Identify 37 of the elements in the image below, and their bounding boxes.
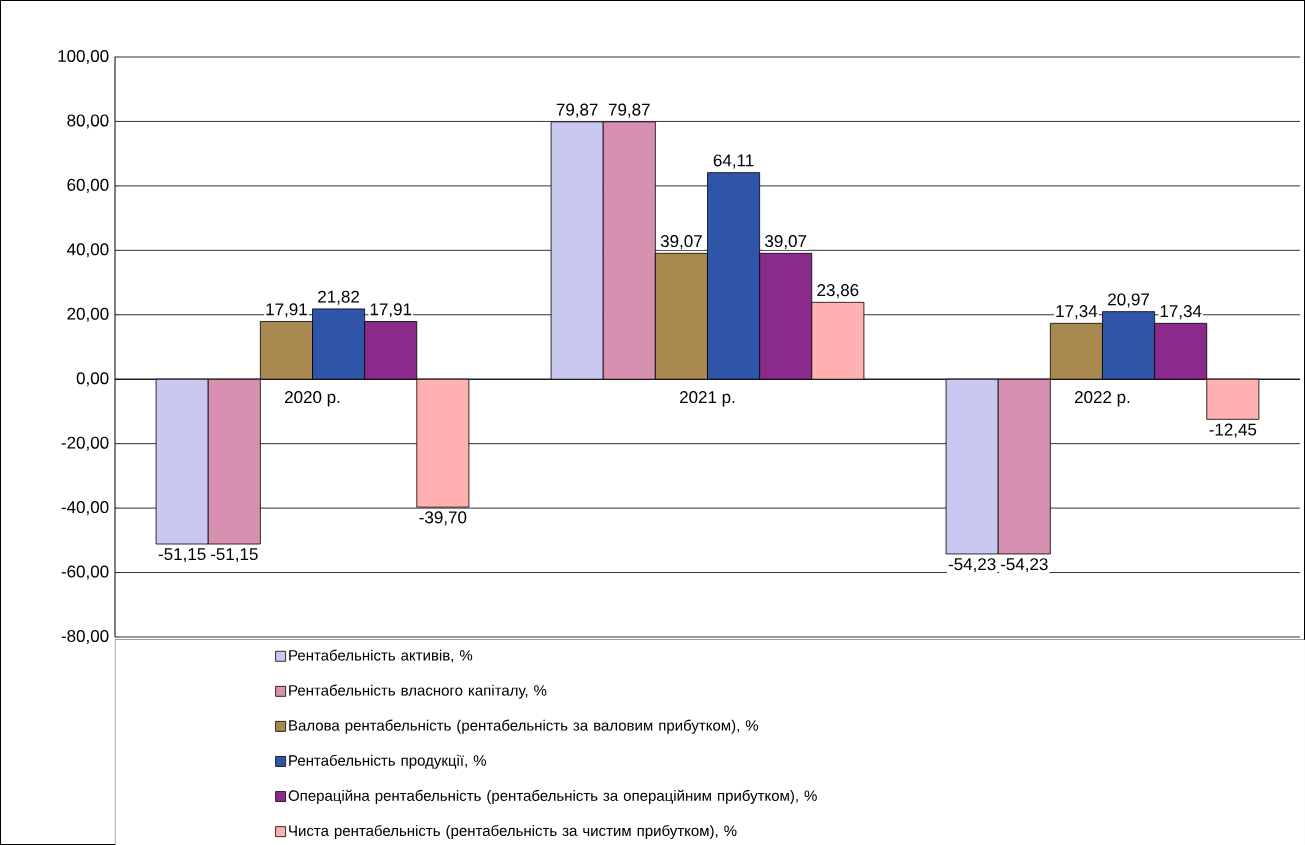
data-label: 17,34	[1056, 305, 1098, 320]
x-tick-label: 2022 р.	[1074, 391, 1130, 407]
y-tick-label: 100,00	[58, 49, 109, 65]
data-label: 39,07	[765, 235, 807, 250]
x-tick-label: 2020 р.	[285, 391, 340, 407]
data-label: -12,45	[1209, 423, 1257, 438]
data-label: 17,91	[266, 303, 307, 318]
data-label: -51,15	[210, 548, 258, 563]
y-tick-label: -40,00	[61, 501, 109, 516]
y-tick-label: -80,00	[61, 629, 109, 645]
legend-label: Рентабельність активів, %	[289, 649, 473, 663]
y-tick-label: 40,00	[67, 243, 109, 258]
y-tick-label: -20,00	[61, 436, 109, 451]
legend-label: Операційна рентабельність (рентабельність за операційним прибутком), %	[288, 789, 817, 804]
data-label: -39,70	[419, 511, 467, 526]
legend-label: Чиста рентабельність (рентабельність за чистим прибутком), %	[289, 824, 737, 839]
data-label: 17,34	[1160, 305, 1202, 320]
legend-label: Рентабельність продукції, %	[289, 754, 486, 769]
y-tick-label: 80,00	[67, 114, 109, 129]
y-tick-label: 0,00	[76, 372, 109, 387]
x-tick-label: 2021 р.	[680, 391, 735, 407]
data-label: 39,07	[660, 235, 702, 250]
data-label: 23,86	[817, 284, 859, 299]
data-label: -54,23	[1000, 558, 1048, 573]
legend-label: Рентабельність власного капіталу, %	[289, 684, 547, 699]
y-tick-label: 20,00	[67, 307, 109, 322]
data-label: 79,87	[556, 103, 598, 118]
legend-label: Валова рентабельність (рентабельність за валовим прибутком), %	[289, 719, 759, 734]
y-tick-label: 60,00	[67, 178, 109, 193]
data-label: 20,97	[1108, 293, 1149, 308]
data-label: 64,11	[713, 154, 754, 169]
y-tick-label: -60,00	[61, 565, 109, 580]
data-label: -51,15	[158, 548, 206, 563]
data-label: -54,23	[948, 558, 996, 573]
data-label: 79,87	[608, 103, 650, 118]
data-label: 17,91	[370, 303, 412, 318]
data-label: 21,82	[318, 290, 359, 305]
